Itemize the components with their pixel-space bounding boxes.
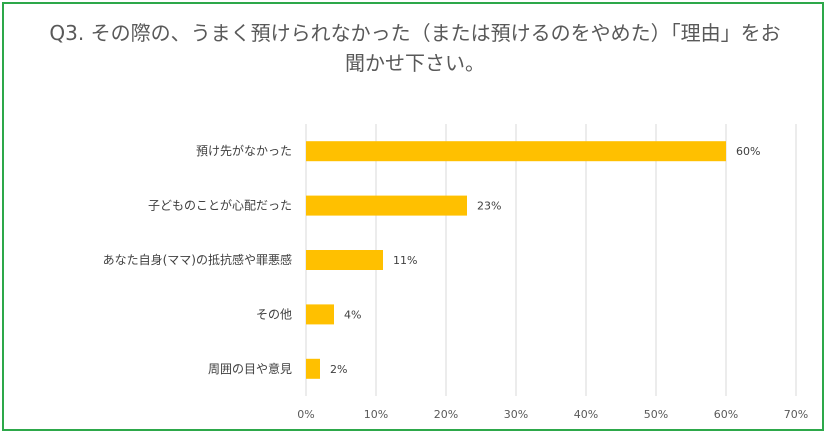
bar [306, 250, 383, 270]
bar [306, 141, 726, 162]
x-tick-label: 50% [644, 408, 668, 421]
category-label: 子どものことが心配だった [148, 198, 292, 213]
bar [306, 358, 320, 379]
data-label: 11% [393, 254, 417, 267]
data-label: 23% [477, 200, 501, 213]
category-label: その他 [256, 307, 292, 321]
data-label: 4% [344, 308, 361, 321]
category-label: あなた自身(ママ)の抵抗感や罪悪感 [103, 252, 292, 267]
chart-frame [2, 2, 824, 431]
x-tick-label: 10% [364, 408, 388, 421]
chart-title: Q3. その際の、うまく預けられなかった（または預けるのをやめた）「理由」をお … [0, 18, 830, 78]
category-label: 預け先がなかった [196, 143, 292, 158]
bar [306, 195, 467, 216]
chart-title-line-2: 聞かせ下さい。 [345, 51, 485, 75]
x-tick-label: 40% [574, 408, 598, 421]
x-tick-label: 30% [504, 408, 528, 421]
chart-title-line-1: Q3. その際の、うまく預けられなかった（または預けるのをやめた）「理由」をお [49, 21, 781, 45]
data-label: 2% [330, 363, 347, 376]
bar [306, 304, 334, 325]
x-tick-label: 0% [297, 408, 314, 421]
x-tick-label: 70% [784, 408, 808, 421]
category-label: 周囲の目や意見 [208, 361, 292, 376]
x-tick-label: 20% [434, 408, 458, 421]
x-tick-label: 60% [714, 408, 738, 421]
data-label: 60% [736, 145, 760, 158]
